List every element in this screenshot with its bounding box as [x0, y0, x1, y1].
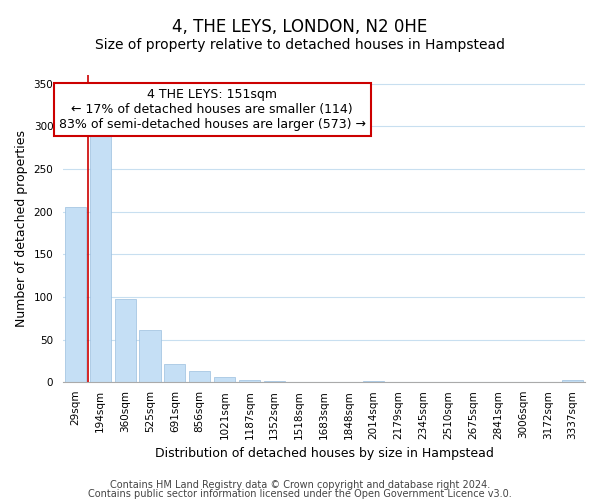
X-axis label: Distribution of detached houses by size in Hampstead: Distribution of detached houses by size …	[155, 447, 493, 460]
Text: 4 THE LEYS: 151sqm
← 17% of detached houses are smaller (114)
83% of semi-detach: 4 THE LEYS: 151sqm ← 17% of detached hou…	[59, 88, 365, 131]
Bar	[139, 330, 161, 382]
Bar	[214, 377, 235, 382]
Bar	[65, 208, 86, 382]
Text: 4, THE LEYS, LONDON, N2 0HE: 4, THE LEYS, LONDON, N2 0HE	[172, 18, 428, 36]
Text: Size of property relative to detached houses in Hampstead: Size of property relative to detached ho…	[95, 38, 505, 52]
Bar	[562, 380, 583, 382]
Bar	[239, 380, 260, 382]
Text: Contains public sector information licensed under the Open Government Licence v3: Contains public sector information licen…	[88, 489, 512, 499]
Text: Contains HM Land Registry data © Crown copyright and database right 2024.: Contains HM Land Registry data © Crown c…	[110, 480, 490, 490]
Bar	[90, 134, 111, 382]
Bar	[164, 364, 185, 382]
Bar	[115, 300, 136, 382]
Bar	[189, 371, 210, 382]
Y-axis label: Number of detached properties: Number of detached properties	[15, 130, 28, 327]
